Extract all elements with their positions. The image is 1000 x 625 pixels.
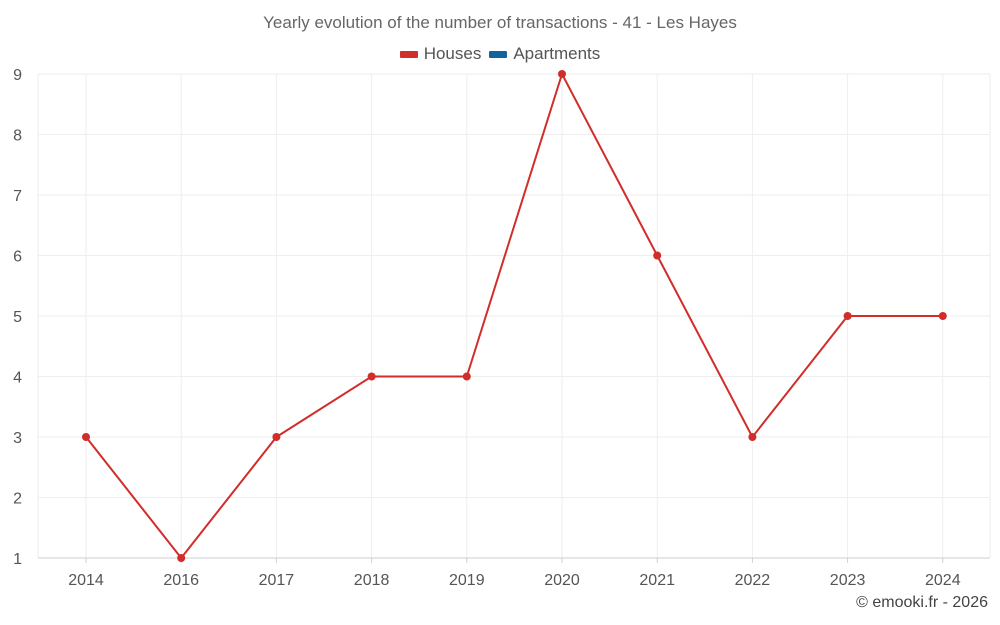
chart-legend: Houses Apartments (0, 44, 1000, 64)
grid-layer (38, 73, 990, 558)
legend-swatch-apartments (489, 50, 508, 58)
y-tick-label: 1 (13, 551, 22, 568)
data-point-houses (748, 433, 757, 441)
legend-label-apartments: Apartments (513, 44, 601, 63)
series-layer (82, 70, 947, 562)
y-tick-label: 7 (13, 188, 22, 205)
y-tick-label: 5 (13, 309, 22, 326)
copyright-notice: © emooki.fr - 2026 (856, 594, 988, 611)
series-line-houses (85, 73, 943, 559)
legend-swatch-houses (399, 50, 418, 58)
axis-layer: 1 2 3 4 5 6 7 8 9 2014 2016 2017 2018 2019 2020 2021 202… (13, 67, 991, 589)
legend-label-houses: Houses (423, 44, 482, 63)
x-tick-label: 2021 (639, 572, 675, 589)
data-point-houses (938, 312, 947, 320)
y-tick-label: 2 (13, 491, 22, 508)
x-tick-label: 2020 (544, 572, 580, 589)
y-tick-label: 4 (13, 370, 22, 387)
data-point-houses (653, 251, 662, 260)
chart-title: Yearly evolution of the number of transa… (263, 13, 737, 32)
y-tick-label: 9 (13, 67, 22, 84)
y-tick-label: 3 (13, 430, 22, 447)
x-tick-label: 2019 (449, 572, 485, 589)
y-tick-label: 8 (13, 128, 22, 145)
x-tick-label: 2022 (735, 572, 771, 589)
legend-item-apartments[interactable]: Apartments (489, 44, 600, 64)
x-tick-label: 2014 (68, 572, 104, 589)
data-point-houses (558, 70, 566, 78)
data-point-houses (177, 554, 186, 562)
data-point-houses (462, 372, 471, 381)
data-point-houses (82, 433, 90, 441)
x-tick-label: 2016 (163, 572, 199, 589)
y-tick-label: 6 (13, 249, 22, 266)
x-tick-label: 2024 (925, 572, 961, 589)
x-tick-label: 2023 (830, 572, 866, 589)
x-tick-label: 2018 (354, 572, 390, 589)
data-point-houses (367, 372, 376, 381)
legend-item-houses[interactable]: Houses (399, 44, 482, 64)
data-point-houses (843, 312, 852, 320)
data-point-houses (272, 433, 281, 441)
x-tick-label: 2017 (259, 572, 295, 589)
